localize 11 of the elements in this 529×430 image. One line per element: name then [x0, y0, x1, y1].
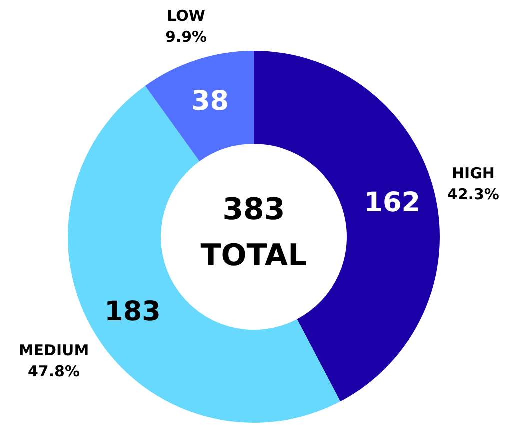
data-label: 183	[104, 296, 161, 328]
slice-label: MEDIUM	[18, 342, 90, 360]
slice-label: HIGH	[452, 164, 495, 183]
text: TOTAL	[200, 238, 308, 274]
text: 42.3%	[447, 186, 500, 204]
slice-label: LOW	[167, 7, 206, 26]
text: 383	[222, 192, 286, 228]
text: 9.9%	[165, 28, 208, 46]
text: 47.8%	[28, 362, 80, 381]
data-label: 162	[364, 187, 421, 218]
data-label: 38	[192, 86, 230, 117]
